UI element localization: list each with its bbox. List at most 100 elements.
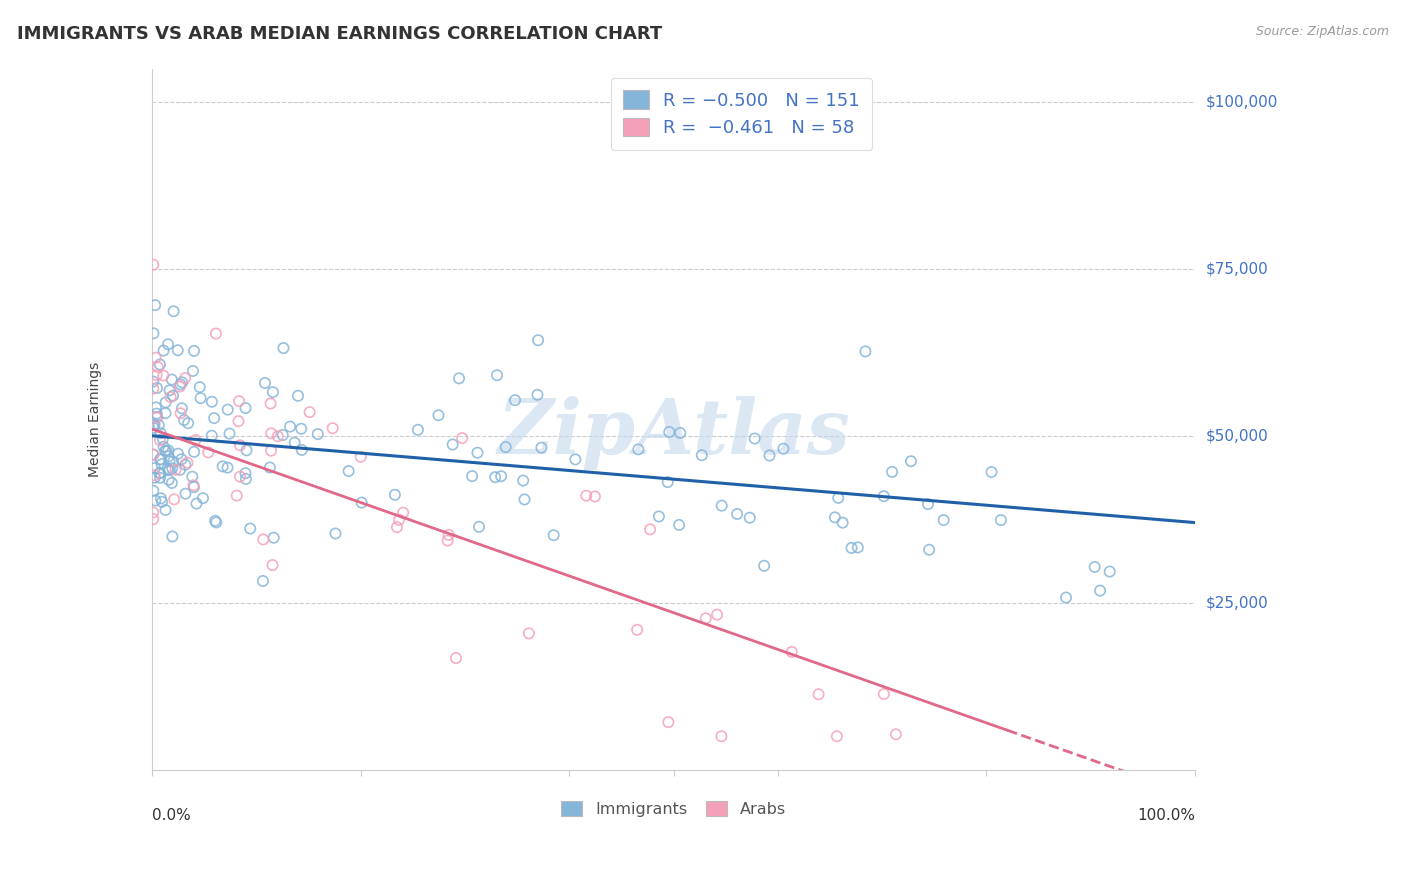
- Point: [503, 393, 526, 408]
- Point: [149, 452, 172, 467]
- Point: [271, 428, 294, 442]
- Point: [143, 468, 166, 483]
- Point: [186, 497, 208, 511]
- Point: [253, 376, 276, 390]
- Point: [155, 395, 177, 409]
- Point: [626, 623, 648, 637]
- Point: [824, 510, 846, 524]
- Point: [526, 388, 548, 402]
- Point: [143, 461, 166, 475]
- Point: [142, 448, 165, 462]
- Point: [202, 411, 225, 425]
- Text: ZipAtlas: ZipAtlas: [498, 396, 851, 470]
- Point: [287, 389, 309, 403]
- Point: [205, 516, 228, 530]
- Point: [235, 401, 257, 415]
- Point: [181, 469, 204, 483]
- Point: [447, 371, 470, 385]
- Point: [143, 493, 166, 508]
- Point: [325, 526, 347, 541]
- Point: [142, 483, 165, 498]
- Point: [444, 651, 467, 665]
- Point: [166, 343, 188, 358]
- Point: [146, 409, 169, 424]
- Point: [188, 380, 211, 394]
- Point: [468, 520, 491, 534]
- Point: [157, 450, 180, 464]
- Point: [142, 258, 165, 272]
- Point: [155, 503, 177, 517]
- Point: [155, 444, 177, 458]
- Text: Median Earnings: Median Earnings: [89, 361, 101, 476]
- Point: [543, 528, 565, 542]
- Point: [143, 417, 166, 432]
- Point: [149, 491, 172, 506]
- Point: [484, 470, 506, 484]
- Point: [298, 405, 321, 419]
- Point: [218, 426, 240, 441]
- Point: [495, 440, 517, 454]
- Point: [142, 421, 165, 435]
- Point: [145, 368, 167, 383]
- Text: 0.0%: 0.0%: [152, 808, 191, 823]
- Point: [149, 433, 172, 447]
- Point: [148, 418, 170, 433]
- Point: [758, 449, 780, 463]
- Point: [648, 509, 671, 524]
- Point: [143, 298, 166, 312]
- Point: [262, 558, 284, 573]
- Point: [162, 461, 184, 475]
- Point: [575, 489, 598, 503]
- Point: [228, 414, 250, 428]
- Point: [461, 469, 484, 483]
- Point: [932, 513, 955, 527]
- Point: [184, 433, 207, 447]
- Point: [149, 466, 172, 480]
- Point: [260, 426, 283, 441]
- Point: [290, 422, 312, 436]
- Point: [267, 429, 290, 443]
- Point: [235, 443, 257, 458]
- Point: [658, 425, 681, 439]
- Point: [489, 469, 512, 483]
- Point: [183, 478, 205, 492]
- Point: [690, 448, 713, 462]
- Point: [229, 469, 252, 483]
- Point: [710, 729, 733, 743]
- Point: [165, 463, 187, 477]
- Point: [169, 379, 191, 393]
- Point: [183, 445, 205, 459]
- Point: [990, 513, 1012, 527]
- Point: [564, 452, 586, 467]
- Point: [853, 344, 876, 359]
- Text: Source: ZipAtlas.com: Source: ZipAtlas.com: [1256, 25, 1389, 38]
- Point: [1098, 565, 1121, 579]
- Point: [142, 512, 165, 526]
- Point: [1054, 591, 1077, 605]
- Point: [149, 426, 172, 441]
- Point: [149, 358, 172, 372]
- Point: [204, 514, 226, 528]
- Point: [831, 516, 853, 530]
- Point: [780, 645, 803, 659]
- Point: [873, 687, 896, 701]
- Point: [155, 406, 177, 420]
- Point: [710, 499, 733, 513]
- Point: [169, 463, 191, 477]
- Point: [142, 448, 165, 462]
- Point: [152, 368, 174, 383]
- Point: [1088, 583, 1111, 598]
- Point: [172, 376, 194, 390]
- Point: [190, 391, 212, 405]
- Point: [145, 401, 167, 415]
- Point: [217, 402, 239, 417]
- Point: [176, 456, 198, 470]
- Point: [148, 466, 170, 480]
- Point: [157, 463, 180, 477]
- Point: [262, 385, 284, 400]
- Point: [149, 471, 172, 485]
- Text: IMMIGRANTS VS ARAB MEDIAN EARNINGS CORRELATION CHART: IMMIGRANTS VS ARAB MEDIAN EARNINGS CORRE…: [17, 25, 662, 43]
- Point: [278, 419, 301, 434]
- Point: [163, 492, 186, 507]
- Point: [159, 454, 181, 468]
